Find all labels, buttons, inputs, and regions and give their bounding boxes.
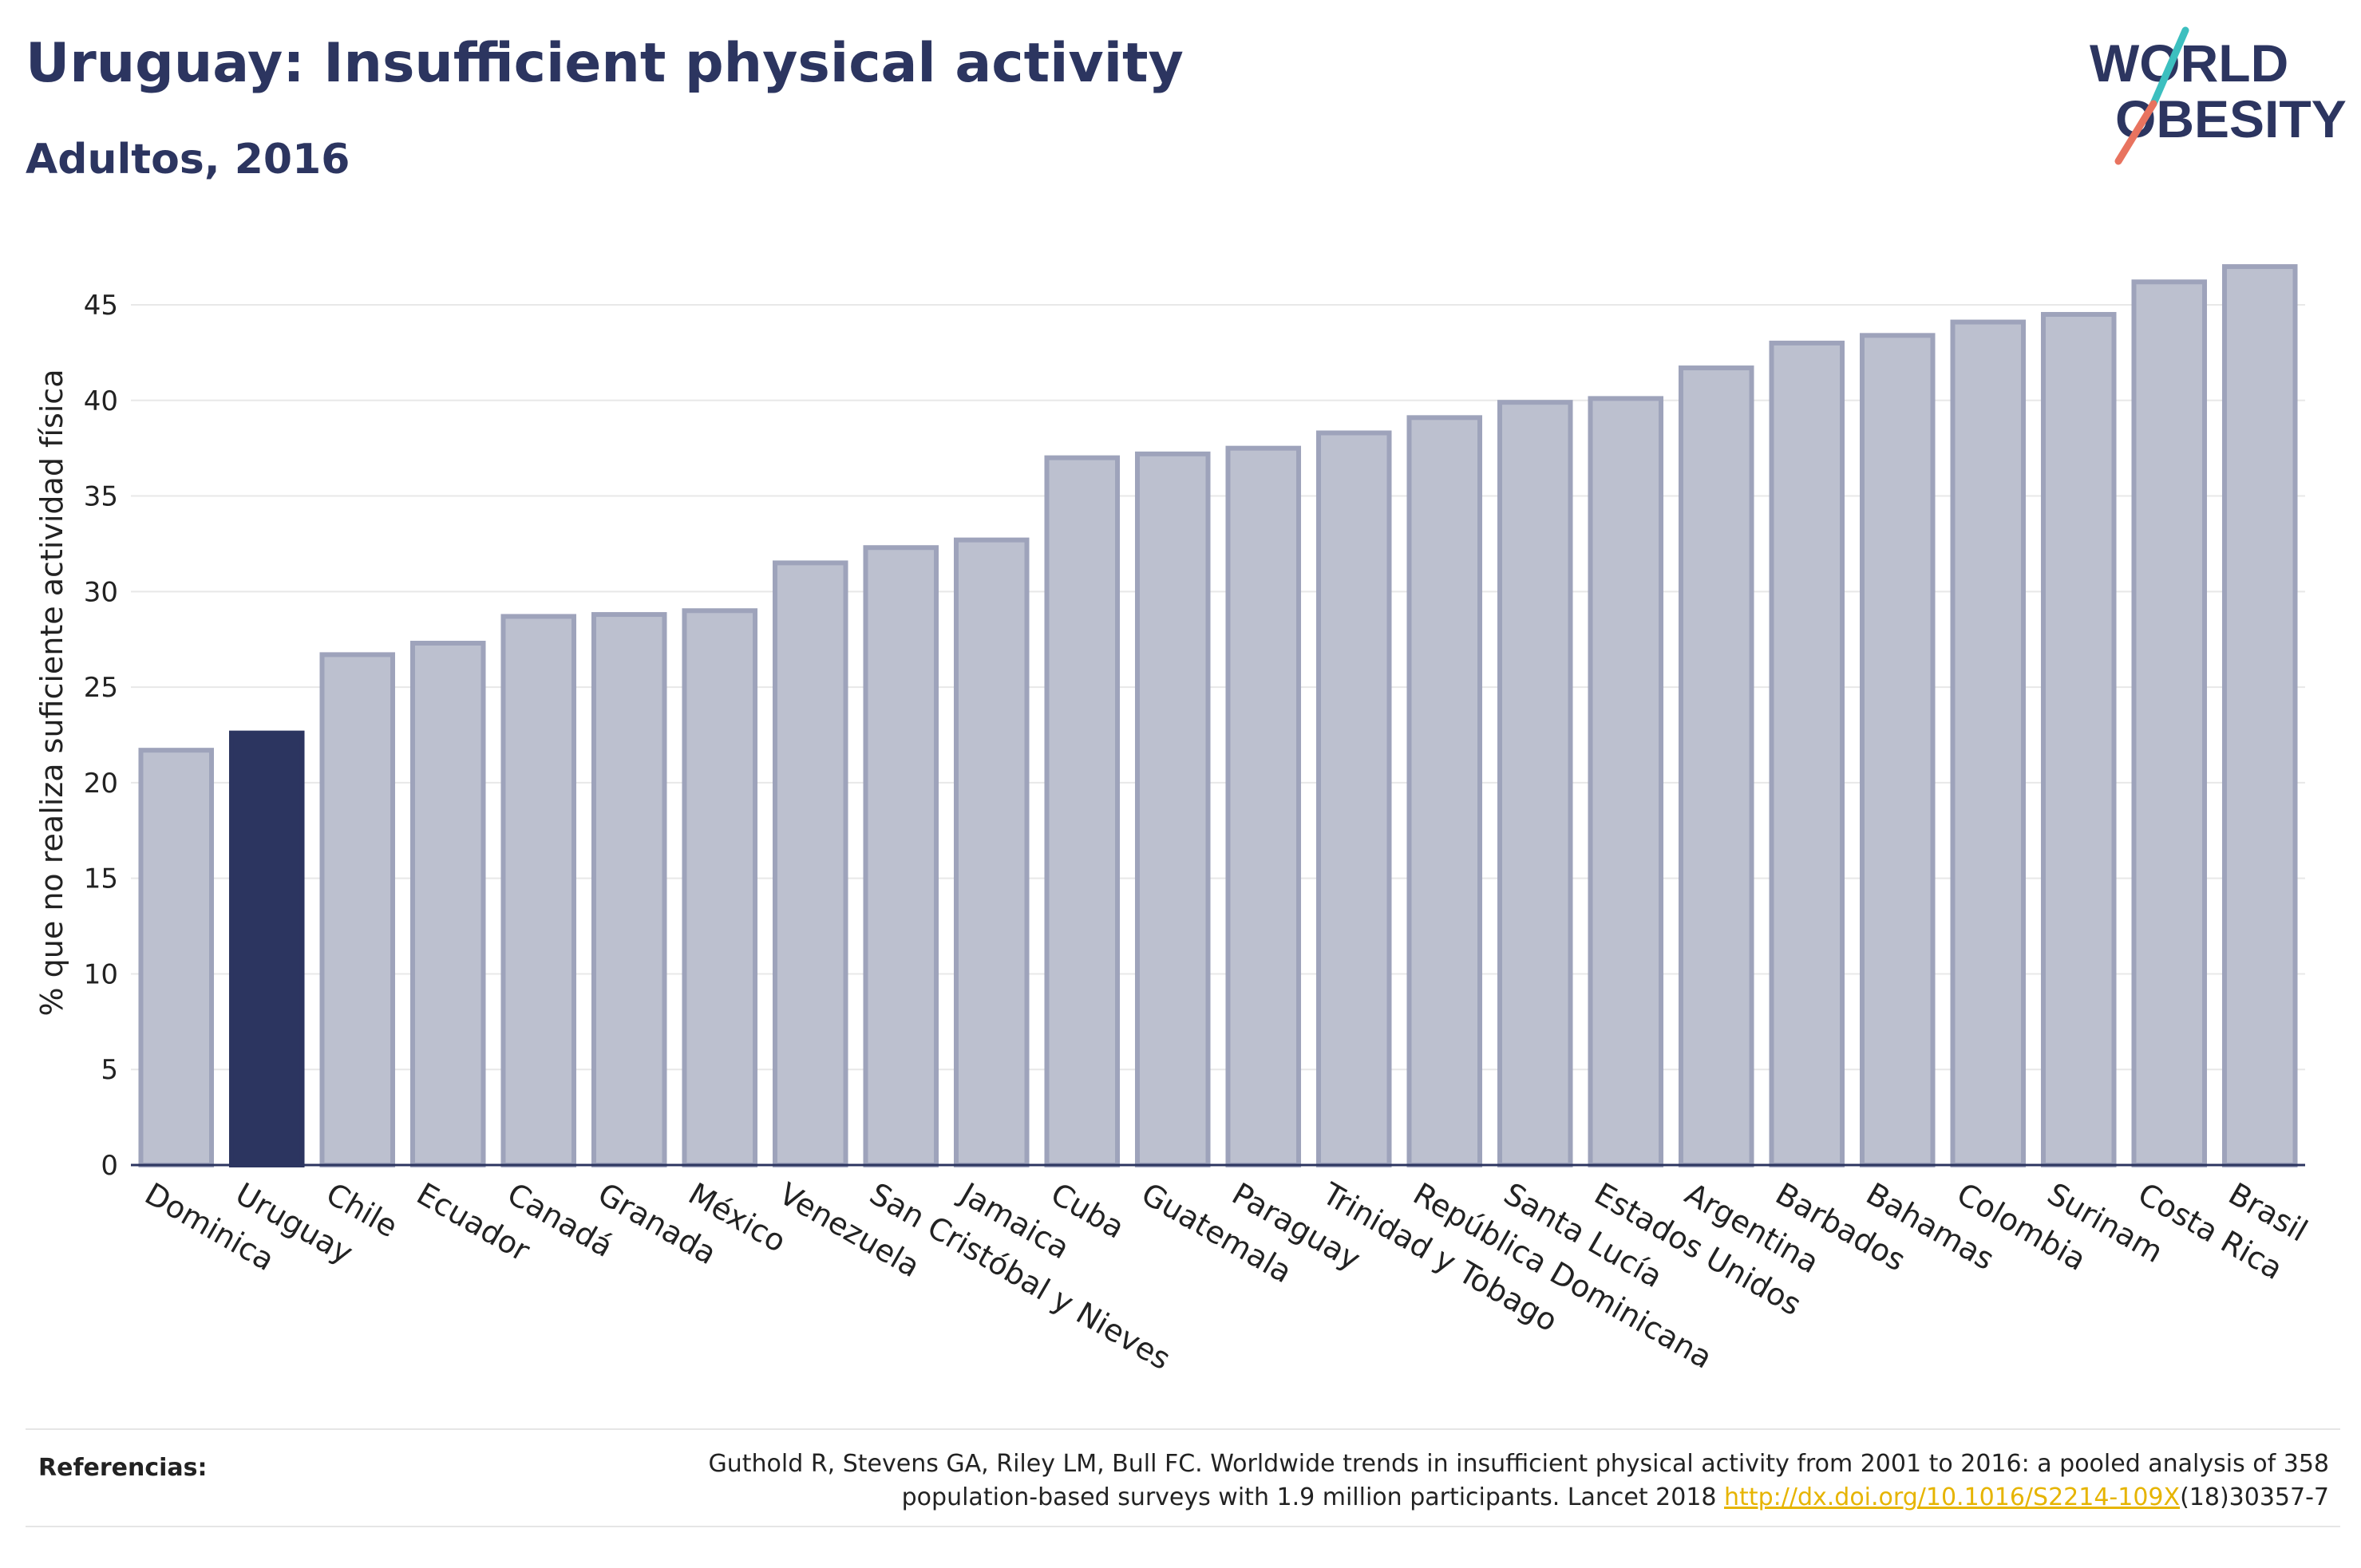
bar-15 xyxy=(1406,415,1483,1167)
bar-24 xyxy=(2221,264,2298,1168)
y-tick-label: 15 xyxy=(84,863,118,895)
world-obesity-logo: WORLD OBESITY xyxy=(2090,26,2347,165)
chart-subtitle: Adultos, 2016 xyxy=(26,136,350,184)
y-tick-label: 10 xyxy=(84,958,118,990)
bar-6 xyxy=(591,612,667,1167)
bar-23 xyxy=(2131,279,2208,1168)
footer-bottom-rule xyxy=(26,1526,2340,1527)
bar-4 xyxy=(409,641,486,1167)
bar-14 xyxy=(1315,430,1392,1167)
bar-17 xyxy=(1588,396,1664,1168)
bar-16 xyxy=(1497,400,1573,1167)
logo-line1: WORLD xyxy=(2090,34,2288,93)
reference-doi-link[interactable]: http://dx.doi.org/10.1016/S2214-109X xyxy=(1724,1483,2181,1511)
bar-2 xyxy=(228,730,305,1167)
y-tick-label: 35 xyxy=(84,481,118,513)
reference-line1: Guthold R, Stevens GA, Riley LM, Bull FC… xyxy=(708,1450,2329,1478)
gridlines xyxy=(131,304,2305,1071)
reference-line2: population-based surveys with 1.9 millio… xyxy=(901,1483,1725,1511)
y-tick-label: 5 xyxy=(101,1054,118,1086)
references-label: Referencias: xyxy=(38,1454,208,1482)
bar-12 xyxy=(1134,451,1211,1167)
bar-22 xyxy=(2040,311,2117,1167)
y-tick-label: 20 xyxy=(84,768,118,800)
y-tick-label: 25 xyxy=(84,672,118,704)
bar-21 xyxy=(1950,319,2027,1167)
footer-top-rule xyxy=(26,1428,2340,1430)
logo-slash-coral xyxy=(2114,100,2157,165)
bar-20 xyxy=(1859,333,1936,1168)
chart-title: Uruguay: Insufficient physical activity xyxy=(26,32,1184,95)
bar-10 xyxy=(953,537,1030,1167)
bars xyxy=(138,264,2298,1168)
y-tick-label: 45 xyxy=(84,290,118,322)
bar-13 xyxy=(1225,445,1302,1167)
bar-3 xyxy=(319,652,396,1167)
bar-11 xyxy=(1044,455,1121,1167)
bar-9 xyxy=(863,545,939,1167)
y-tick-label: 30 xyxy=(84,576,118,608)
y-axis-label: % que no realiza suficiente actividad fí… xyxy=(34,369,69,1017)
bar-1 xyxy=(138,748,215,1167)
references-text: Guthold R, Stevens GA, Riley LM, Bull FC… xyxy=(573,1448,2329,1515)
bar-8 xyxy=(772,560,848,1167)
y-tick-label: 40 xyxy=(84,385,118,417)
bar-5 xyxy=(500,614,577,1167)
bar-18 xyxy=(1678,365,1754,1167)
bar-19 xyxy=(1769,340,1845,1167)
y-tick-label: 0 xyxy=(101,1150,118,1182)
reference-line2-end: (18)30357-7 xyxy=(2180,1483,2329,1511)
logo-slash-teal xyxy=(2149,26,2189,108)
bar-7 xyxy=(682,608,758,1167)
